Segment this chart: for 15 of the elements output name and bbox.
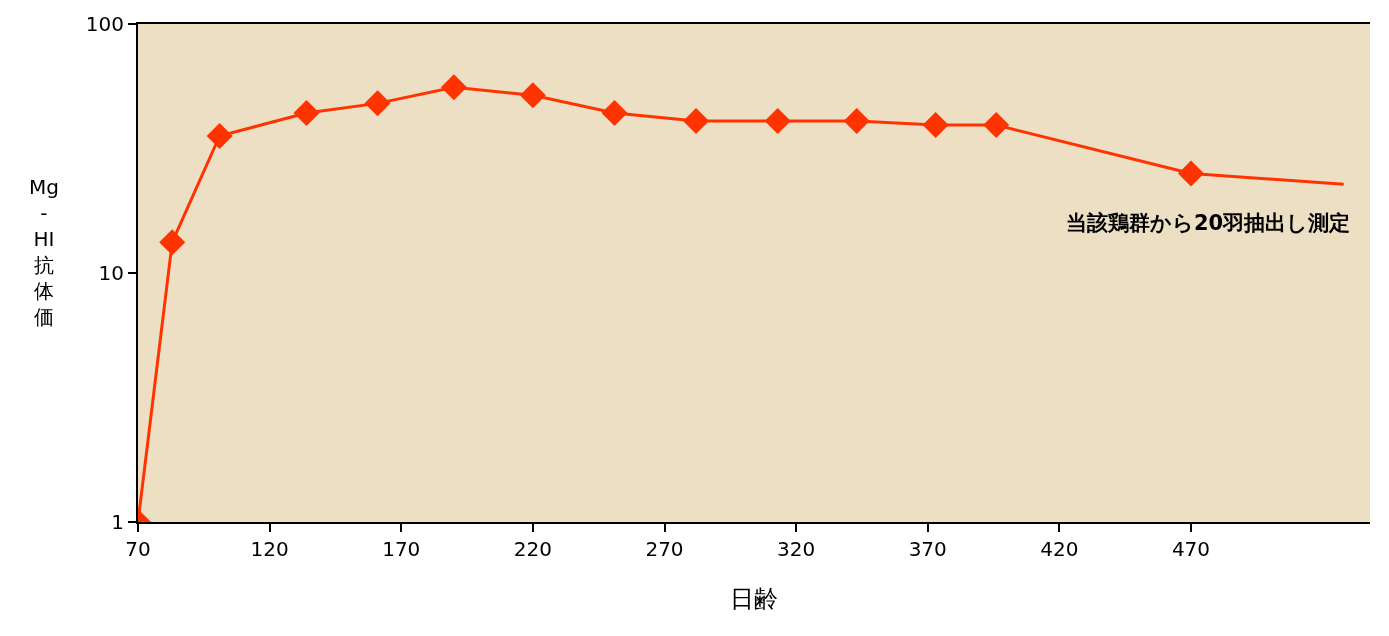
x-tick-label: 270 [645, 537, 684, 561]
x-tick-label: 320 [777, 537, 816, 561]
y-tick-label: 10 [98, 261, 124, 285]
x-tick-label: 220 [513, 537, 552, 561]
y-tick-label: 1 [111, 510, 124, 534]
x-tick-label: 70 [125, 537, 151, 561]
x-tick-label: 470 [1171, 537, 1211, 561]
x-axis-title: 日齢 [730, 584, 778, 613]
x-tick-label: 170 [382, 537, 421, 561]
x-tick-label: 420 [1040, 537, 1079, 561]
y-tick-label: 100 [85, 12, 124, 36]
x-tick-label: 120 [250, 537, 289, 561]
annotation: 当該鶏群から20羽抽出し測定 [1066, 211, 1351, 235]
y-axis-title: Mg-HI抗体価 [29, 175, 59, 329]
x-tick-label: 370 [908, 537, 947, 561]
